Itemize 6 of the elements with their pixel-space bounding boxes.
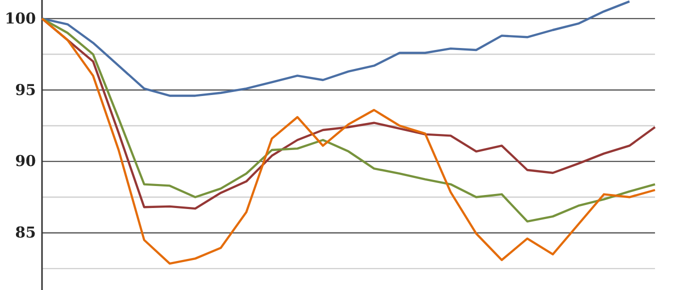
y-tick-label: 90: [15, 152, 36, 170]
line-series: [40, 0, 631, 97]
line-series: [40, 17, 656, 265]
y-tick-label: 95: [15, 80, 36, 99]
y-tick-label: 100: [4, 9, 36, 28]
y-tick-label: 85: [15, 224, 36, 242]
